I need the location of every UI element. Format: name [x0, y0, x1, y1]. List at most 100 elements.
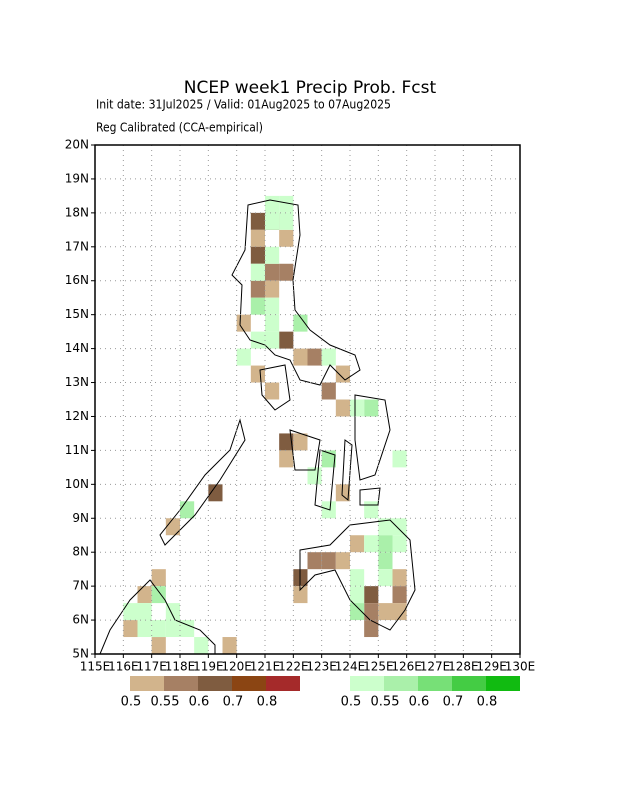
- y-tick-label: 6N: [72, 613, 89, 627]
- x-tick-label: 121E: [250, 660, 281, 674]
- coast: [341, 439, 353, 502]
- cell: [250, 365, 265, 383]
- cell: [364, 620, 379, 638]
- cell: [335, 552, 350, 570]
- cell: [364, 603, 379, 621]
- coast: [259, 364, 291, 411]
- cell: [194, 637, 209, 654]
- cell: [378, 518, 393, 536]
- y-tick-label: 14N: [65, 341, 89, 355]
- cell: [165, 620, 180, 638]
- cell: [180, 501, 195, 519]
- frame: [94, 144, 521, 655]
- legend-label: 0.7: [443, 695, 464, 710]
- cell: [265, 263, 280, 281]
- x-tick-label: 116E: [108, 660, 139, 674]
- legend: 0.5 0.55 0.6 0.7 0.8 0.5 0.55 0.6 0.7 0.8: [121, 676, 520, 710]
- cell: [151, 637, 166, 654]
- cell: [250, 331, 265, 349]
- x-tick-label: 129E: [476, 660, 507, 674]
- cell: [265, 382, 280, 400]
- cell: [151, 569, 166, 587]
- cell: [350, 399, 365, 417]
- legend-label: 0.8: [257, 695, 278, 710]
- cell: [151, 586, 166, 604]
- legend-label: 0.6: [409, 695, 430, 710]
- y-tick-label: 20N: [65, 138, 89, 152]
- cell: [364, 501, 379, 519]
- cell: [265, 331, 280, 349]
- cell: [250, 263, 265, 281]
- cell: [279, 229, 294, 247]
- cell: [364, 586, 379, 604]
- legend-label: 0.6: [189, 695, 210, 710]
- y-tick-label: 18N: [65, 205, 89, 219]
- x-tick-label: 128E: [448, 660, 479, 674]
- cell: [364, 535, 379, 553]
- x-tick-label: 124E: [335, 660, 366, 674]
- cell: [350, 586, 365, 604]
- cell: [279, 263, 294, 281]
- coast: [159, 418, 246, 546]
- cell: [279, 331, 294, 349]
- y-tick-label: 7N: [72, 579, 89, 593]
- cell: [265, 212, 280, 230]
- chart-title: NCEP week1 Precip Prob. Fcst: [184, 78, 437, 98]
- legend-label: 0.5: [341, 695, 362, 710]
- coast: [354, 394, 391, 481]
- legend-swatch: [130, 676, 164, 691]
- legend-swatch: [418, 676, 452, 691]
- subtitle: Init date: 31Jul2025 / Valid: 01Aug2025 …: [96, 98, 391, 112]
- y-tick-label: 16N: [65, 273, 89, 287]
- cell: [321, 348, 336, 366]
- cell: [321, 552, 336, 570]
- cell: [392, 586, 407, 604]
- cell: [307, 348, 322, 366]
- x-tick-label: 120E: [221, 660, 252, 674]
- cell: [265, 280, 280, 298]
- x-tick-label: 130E: [505, 660, 536, 674]
- legend-swatch: [350, 676, 384, 691]
- coast: [99, 579, 216, 655]
- legend-swatch: [164, 676, 198, 691]
- x-tick-label: 115E: [80, 660, 111, 674]
- cell: [293, 314, 308, 332]
- cell: [265, 314, 280, 332]
- cells: [123, 195, 407, 654]
- cell: [250, 280, 265, 298]
- cell: [293, 348, 308, 366]
- coast: [299, 519, 416, 631]
- cell: [350, 569, 365, 587]
- legend-swatch: [232, 676, 266, 691]
- legend-label: 0.55: [151, 695, 180, 710]
- y-tick-label: 10N: [65, 477, 89, 491]
- y-tick-label: 11N: [65, 443, 89, 457]
- legend-swatch: [266, 676, 300, 691]
- x-tick-label: 123E: [306, 660, 337, 674]
- coastline: [99, 199, 416, 655]
- cell: [279, 195, 294, 213]
- cell: [392, 603, 407, 621]
- coast: [231, 199, 361, 386]
- y-tick-label: 9N: [72, 511, 89, 525]
- cell: [250, 212, 265, 230]
- y-tick-label: 17N: [65, 239, 89, 253]
- cell: [236, 314, 251, 332]
- cell: [250, 229, 265, 247]
- cell: [165, 603, 180, 621]
- y-tick-label: 19N: [65, 171, 89, 185]
- cell: [350, 603, 365, 621]
- cell: [293, 586, 308, 604]
- y-tick-label: 15N: [65, 307, 89, 321]
- x-tick-label: 126E: [391, 660, 422, 674]
- cell: [151, 620, 166, 638]
- legend-swatch: [384, 676, 418, 691]
- x-tick-label: 122E: [278, 660, 309, 674]
- cell: [265, 297, 280, 315]
- cell: [265, 195, 280, 213]
- cell: [293, 433, 308, 451]
- y-tick-label: 5N: [72, 647, 89, 661]
- cell: [350, 535, 365, 553]
- y-tick-label: 12N: [65, 409, 89, 423]
